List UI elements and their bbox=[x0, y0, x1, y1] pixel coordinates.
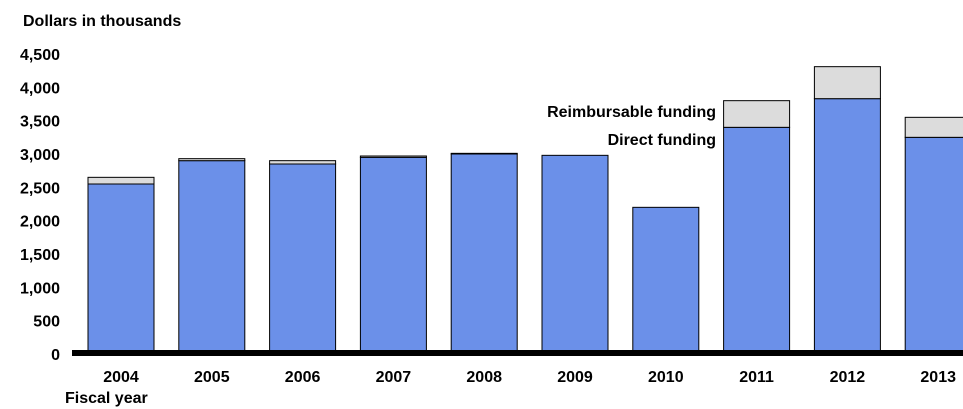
y-tick-label: 3,000 bbox=[20, 147, 60, 164]
bar-reimbursable-funding bbox=[87, 176, 155, 185]
bar-direct-funding bbox=[632, 206, 700, 355]
bar-direct-funding bbox=[87, 183, 155, 355]
x-tick-label: 2011 bbox=[739, 369, 774, 386]
x-tick-label: 2005 bbox=[194, 369, 230, 386]
bar-reimbursable-funding bbox=[359, 155, 427, 158]
x-tick-label: 2007 bbox=[376, 369, 412, 386]
y-tick-label: 1,500 bbox=[20, 247, 60, 264]
bar-direct-funding bbox=[723, 126, 791, 355]
bars bbox=[87, 66, 963, 355]
bar-direct-funding bbox=[359, 156, 427, 355]
bar-reimbursable-funding bbox=[904, 116, 963, 138]
bar-direct-funding bbox=[178, 160, 246, 355]
y-tick-label: 0 bbox=[51, 347, 60, 364]
y-tick-label: 500 bbox=[33, 314, 60, 331]
x-tick-label: 2010 bbox=[648, 369, 684, 386]
x-tick-label: 2013 bbox=[920, 369, 956, 386]
y-tick-label: 3,500 bbox=[20, 114, 60, 131]
bar-direct-funding bbox=[450, 153, 518, 355]
y-axis-title: Dollars in thousands bbox=[23, 13, 181, 30]
x-axis-title: Fiscal year bbox=[65, 390, 148, 407]
x-axis-line bbox=[72, 350, 963, 356]
y-tick-label: 1,000 bbox=[20, 280, 60, 297]
legend-reimbursable-funding: Reimbursable funding bbox=[547, 104, 716, 121]
bar-reimbursable-funding bbox=[723, 100, 791, 128]
y-axis-ticks: 0 500 1,000 1,500 2,000 2,500 3,000 3,500 4,000 4… bbox=[20, 47, 60, 364]
x-tick-label: 2008 bbox=[466, 369, 502, 386]
x-axis-ticks: 2004 2005 2006 2007 2008 2009 2010 2011 2012 2013 bbox=[103, 369, 956, 386]
bar-direct-funding bbox=[904, 136, 963, 355]
y-tick-label: 4,000 bbox=[20, 80, 60, 97]
bar-reimbursable-funding bbox=[178, 158, 246, 162]
bar-reimbursable-funding bbox=[813, 66, 881, 100]
y-tick-label: 2,500 bbox=[20, 180, 60, 197]
bar-reimbursable-funding bbox=[269, 160, 337, 165]
x-tick-label: 2006 bbox=[285, 369, 321, 386]
x-tick-label: 2004 bbox=[103, 369, 139, 386]
x-tick-label: 2009 bbox=[557, 369, 593, 386]
bar-direct-funding bbox=[541, 154, 609, 355]
y-tick-label: 2,000 bbox=[20, 214, 60, 231]
legend-direct-funding: Direct funding bbox=[608, 132, 716, 149]
y-tick-label: 4,500 bbox=[20, 47, 60, 64]
bar-direct-funding bbox=[269, 163, 337, 355]
bar-reimbursable-funding bbox=[450, 152, 518, 155]
x-tick-label: 2012 bbox=[830, 369, 866, 386]
bar-direct-funding bbox=[813, 98, 881, 355]
